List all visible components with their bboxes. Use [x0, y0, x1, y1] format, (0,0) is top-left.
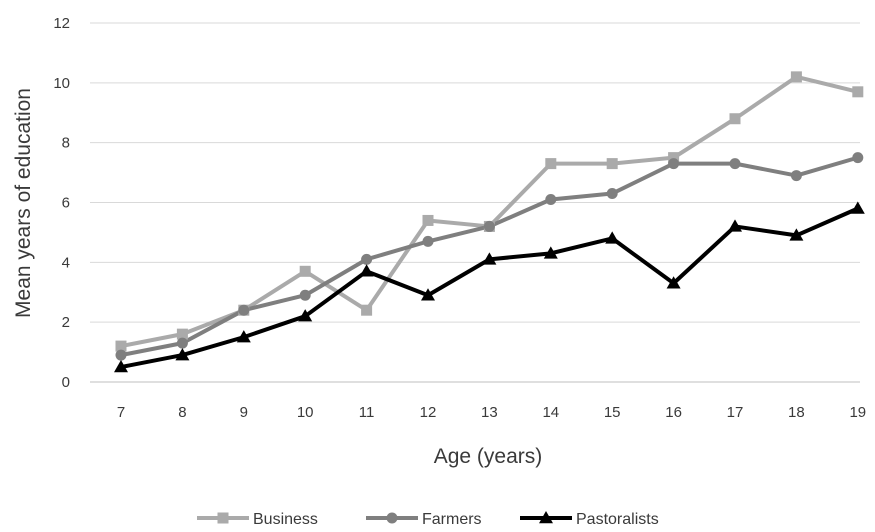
y-tick-label: 0: [62, 374, 70, 391]
x-tick-label: 19: [849, 404, 866, 421]
y-tick-label: 4: [62, 254, 70, 271]
data-point-business: [115, 340, 127, 352]
data-point-business: [299, 265, 311, 277]
x-tick-label: 14: [542, 404, 559, 421]
y-tick-label: 2: [62, 314, 70, 331]
data-point-farmers: [176, 337, 188, 349]
data-point-pastoralists: [605, 231, 620, 244]
data-point-pastoralists: [482, 252, 497, 265]
data-point-pastoralists: [666, 276, 681, 289]
data-point-farmers: [545, 194, 557, 206]
legend-marker-business: [217, 512, 229, 524]
data-point-business: [545, 158, 557, 170]
x-tick-label: 8: [178, 404, 186, 421]
x-tick-label: 15: [604, 404, 621, 421]
data-point-pastoralists: [359, 264, 374, 277]
data-point-farmers: [852, 152, 864, 164]
data-point-pastoralists: [728, 219, 742, 232]
data-point-business: [606, 158, 618, 170]
y-axis-title: Mean years of education: [12, 88, 35, 318]
x-tick-label: 12: [420, 404, 437, 421]
legend-marker-farmers: [386, 512, 398, 524]
x-tick-label: 9: [240, 404, 248, 421]
data-point-pastoralists: [298, 309, 313, 322]
x-tick-label: 10: [297, 404, 314, 421]
y-tick-label: 12: [53, 15, 70, 32]
data-point-farmers: [238, 304, 250, 316]
gridlines: [90, 22, 860, 383]
data-point-business: [790, 71, 802, 83]
y-tick-label: 6: [62, 195, 70, 212]
data-point-farmers: [606, 188, 618, 200]
data-point-pastoralists: [175, 348, 190, 361]
data-point-business: [852, 86, 864, 98]
y-tick-labels: 0 2 4 6 8 10 12: [53, 15, 70, 391]
data-point-farmers: [483, 220, 495, 232]
x-tick-label: 17: [727, 404, 744, 421]
data-point-pastoralists: [850, 201, 865, 214]
legend-label-pastoralists: Pastoralists: [576, 511, 659, 528]
legend-label-farmers: Farmers: [422, 511, 482, 528]
legend-label-business: Business: [253, 511, 318, 528]
x-tick-labels: 7 8 9 10 11 12 13 14 15 16 17 18 19: [117, 404, 866, 421]
data-point-farmers: [668, 158, 680, 170]
data-point-farmers: [729, 158, 741, 170]
data-point-farmers: [790, 170, 802, 182]
series-markers: [114, 71, 865, 373]
series-line-pastoralists: [120, 206, 859, 370]
data-point-pastoralists: [543, 246, 558, 259]
y-tick-label: 10: [53, 75, 70, 92]
x-tick-label: 11: [359, 404, 375, 421]
data-point-business: [422, 214, 434, 226]
data-point-pastoralists: [789, 228, 804, 241]
data-point-farmers: [361, 253, 373, 265]
legend-marker-pastoralists: [539, 511, 553, 524]
data-point-pastoralists: [236, 330, 251, 343]
data-point-business: [668, 152, 680, 164]
x-tick-label: 13: [481, 404, 498, 421]
data-point-pastoralists: [114, 360, 128, 373]
data-point-business: [729, 113, 741, 125]
x-tick-label: 18: [788, 404, 805, 421]
x-tick-label: 16: [665, 404, 682, 421]
data-point-farmers: [422, 235, 434, 247]
y-tick-label: 8: [62, 135, 70, 152]
series-line-business: [120, 74, 859, 349]
x-tick-label: 7: [117, 404, 125, 421]
data-point-pastoralists: [421, 288, 435, 301]
legend: Business Farmers Pastoralists: [197, 511, 659, 528]
data-point-farmers: [299, 289, 311, 301]
data-point-business: [361, 304, 373, 316]
x-axis-title: Age (years): [434, 445, 543, 468]
data-point-farmers: [115, 349, 127, 361]
data-point-business: [176, 328, 188, 340]
